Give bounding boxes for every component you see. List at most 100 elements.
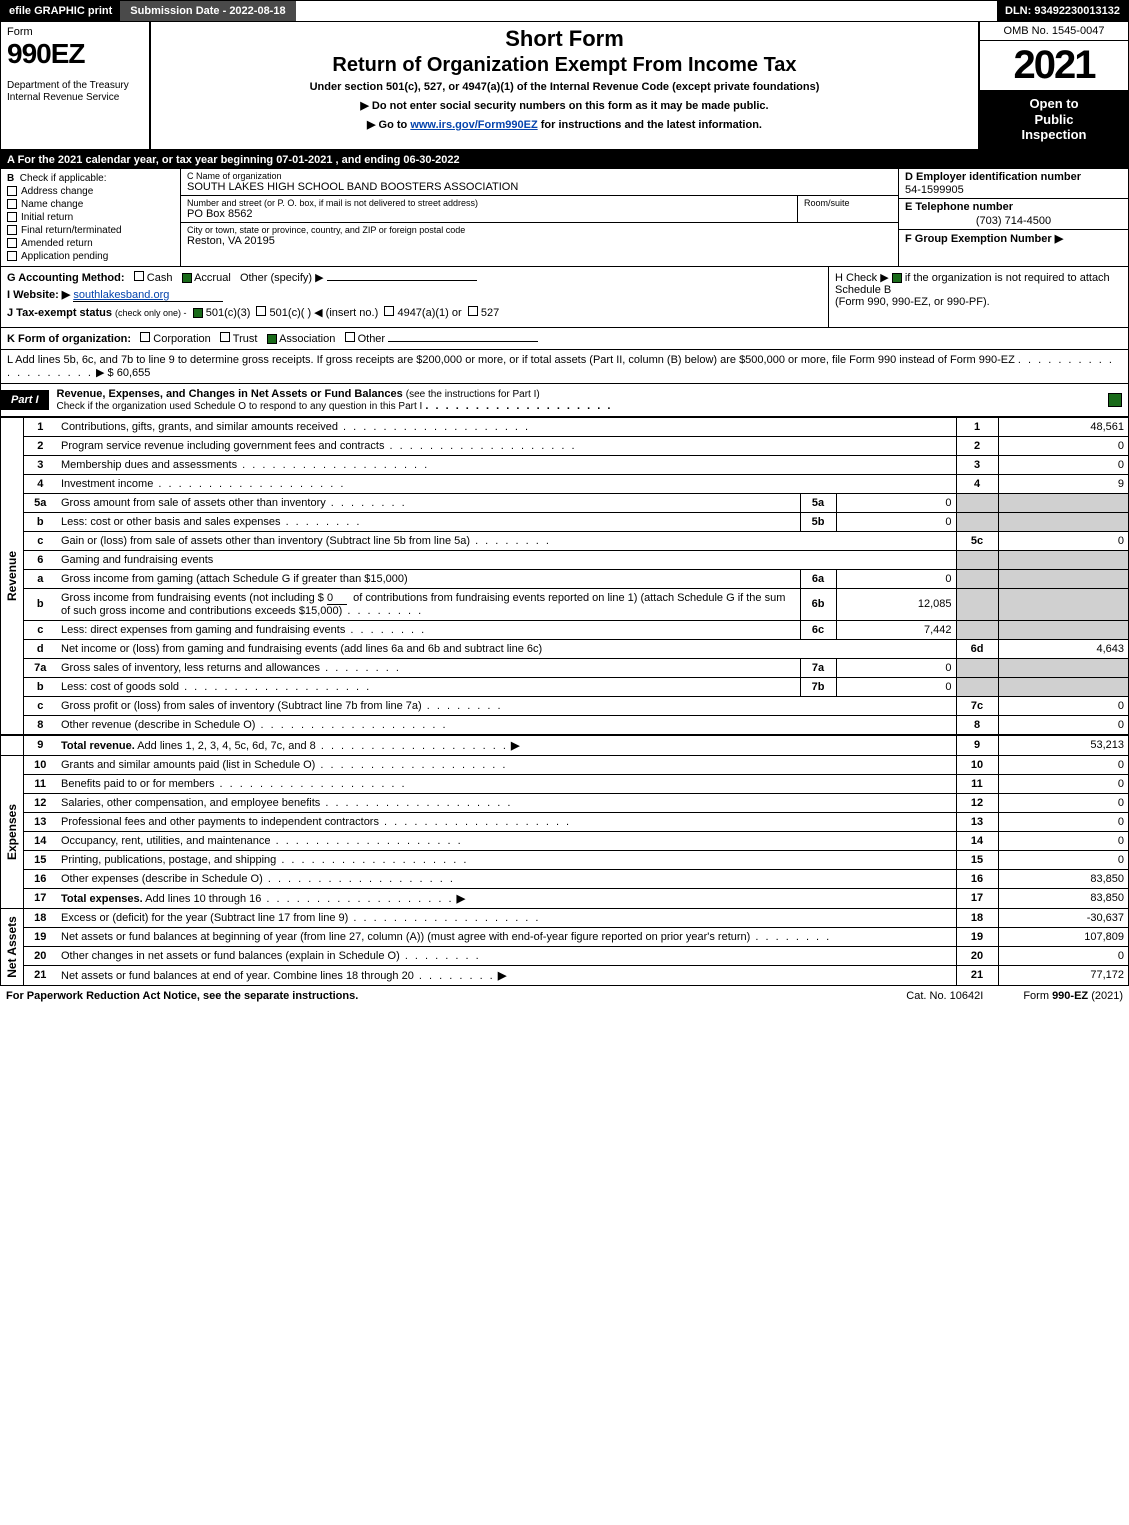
sub-num: 5b [800, 512, 836, 531]
footer-form-num: 990-EZ [1052, 990, 1088, 1002]
checkbox-checked-icon[interactable] [193, 308, 203, 318]
col-val-shade [998, 493, 1128, 512]
ein-value: 54-1599905 [905, 184, 1122, 196]
col-val-shade [998, 677, 1128, 696]
line-text: Benefits paid to or for members [61, 778, 214, 790]
col-val: 0 [998, 850, 1128, 869]
chk-final-return[interactable]: Final return/terminated [7, 225, 174, 236]
line-text: Grants and similar amounts paid (list in… [61, 759, 315, 771]
row-7a: 7a Gross sales of inventory, less return… [1, 658, 1128, 677]
line-num: 5a [23, 493, 57, 512]
checkbox-icon [7, 225, 17, 235]
row-7c: c Gross profit or (loss) from sales of i… [1, 696, 1128, 715]
row-7b: b Less: cost of goods sold 7b 0 [1, 677, 1128, 696]
line-desc: Other revenue (describe in Schedule O) [57, 715, 956, 735]
b-header: B Check if applicable: [7, 173, 174, 184]
line-num: b [23, 588, 57, 620]
schedule-o-checkbox[interactable] [1108, 393, 1122, 407]
checkbox-icon [7, 238, 17, 248]
line-text: Gain or (loss) from sale of assets other… [61, 535, 470, 547]
row-13: 13 Professional fees and other payments … [1, 812, 1128, 831]
col-num: 15 [956, 850, 998, 869]
checkbox-icon[interactable] [468, 306, 478, 316]
total-revenue-label: Total revenue. [61, 740, 135, 752]
checkbox-icon[interactable] [134, 271, 144, 281]
line-text: Professional fees and other payments to … [61, 816, 379, 828]
col-val: 83,850 [998, 869, 1128, 888]
col-val: 4,643 [998, 639, 1128, 658]
col-num: 10 [956, 755, 998, 774]
col-num: 7c [956, 696, 998, 715]
ein-label: D Employer identification number [905, 171, 1122, 183]
line-num: 10 [23, 755, 57, 774]
k-label: K Form of organization: [7, 333, 131, 345]
col-val-shade [998, 550, 1128, 569]
k-other-input[interactable] [388, 341, 538, 342]
col-val: 0 [998, 455, 1128, 474]
note-ssn: ▶ Do not enter social security numbers o… [159, 99, 970, 112]
line-num: 11 [23, 774, 57, 793]
checkbox-icon[interactable] [256, 306, 266, 316]
line-i: I Website: ▶ southlakesband.org [7, 288, 822, 302]
line-desc: Net assets or fund balances at end of ye… [57, 965, 956, 985]
col-val-shade [998, 512, 1128, 531]
chk-initial-return[interactable]: Initial return [7, 212, 174, 223]
dots [179, 681, 371, 693]
checkbox-icon[interactable] [140, 332, 150, 342]
checkbox-checked-icon[interactable] [267, 334, 277, 344]
line-num: 9 [23, 735, 57, 756]
line-num: 17 [23, 888, 57, 908]
chk-application-pending[interactable]: Application pending [7, 251, 174, 262]
line-text: Gross amount from sale of assets other t… [61, 497, 326, 509]
website-link[interactable]: southlakesband.org [73, 289, 223, 302]
efile-print-button[interactable]: efile GRAPHIC print [1, 1, 120, 21]
line-j: J Tax-exempt status (check only one) - 5… [7, 306, 822, 319]
dots [750, 931, 831, 943]
col-num: 19 [956, 927, 998, 946]
topbar-spacer [296, 1, 997, 21]
dots [379, 816, 571, 828]
line-num: c [23, 531, 57, 550]
line-num: 14 [23, 831, 57, 850]
g-other-input[interactable] [327, 280, 477, 281]
omb-number: OMB No. 1545-0047 [980, 22, 1128, 41]
chk-amended-return[interactable]: Amended return [7, 238, 174, 249]
dots [348, 912, 540, 924]
section-bcd: B Check if applicable: Address change Na… [1, 169, 1128, 267]
row-1: Revenue 1 Contributions, gifts, grants, … [1, 417, 1128, 436]
col-val: 0 [998, 812, 1128, 831]
dots [263, 873, 455, 885]
tel-value: (703) 714-4500 [905, 215, 1122, 227]
total-expenses-label: Total expenses. [61, 893, 143, 905]
line-text: Net assets or fund balances at beginning… [61, 931, 750, 943]
goto-post: for instructions and the latest informat… [538, 119, 762, 131]
dots [320, 662, 401, 674]
chk-name-change[interactable]: Name change [7, 199, 174, 210]
checkbox-icon[interactable] [220, 332, 230, 342]
h-pre: H Check ▶ [835, 272, 889, 284]
checkbox-icon[interactable] [345, 332, 355, 342]
checkbox-checked-icon[interactable] [182, 273, 192, 283]
line-desc: Gross sales of inventory, less returns a… [57, 658, 800, 677]
address-row: Number and street (or P. O. box, if mail… [181, 196, 898, 223]
dots [316, 740, 508, 752]
checkbox-icon[interactable] [384, 306, 394, 316]
row-4: 4 Investment income 4 9 [1, 474, 1128, 493]
dots [425, 400, 612, 412]
col-val-shade [998, 569, 1128, 588]
line-desc: Total revenue. Add lines 1, 2, 3, 4, 5c,… [57, 735, 956, 756]
row-19: 19 Net assets or fund balances at beginn… [1, 927, 1128, 946]
footer-cat-no: Cat. No. 10642I [906, 990, 983, 1002]
row-15: 15 Printing, publications, postage, and … [1, 850, 1128, 869]
checkbox-icon [7, 212, 17, 222]
checkbox-checked-icon[interactable] [892, 273, 902, 283]
chk-address-change[interactable]: Address change [7, 186, 174, 197]
chk-label: Address change [21, 186, 93, 197]
form-header: Form 990EZ Department of the TreasuryInt… [1, 22, 1128, 151]
line-desc: Net assets or fund balances at beginning… [57, 927, 956, 946]
title-return: Return of Organization Exempt From Incom… [159, 54, 970, 77]
col-val: 0 [998, 946, 1128, 965]
irs-link[interactable]: www.irs.gov/Form990EZ [410, 119, 537, 131]
j-sub: (check only one) - [115, 308, 187, 318]
dots [237, 459, 429, 471]
